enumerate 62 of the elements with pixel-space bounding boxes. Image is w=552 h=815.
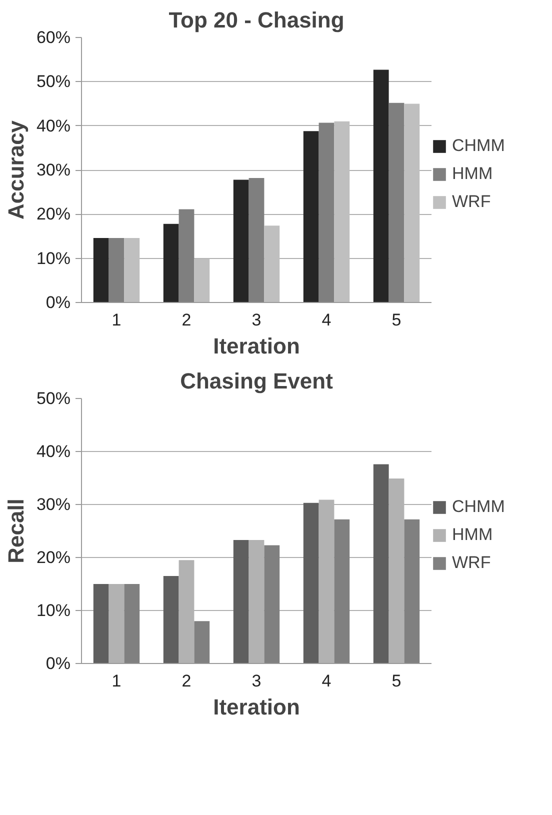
bar bbox=[194, 258, 210, 302]
bar bbox=[178, 209, 194, 302]
y-tick-label: 30% bbox=[36, 160, 71, 180]
bar bbox=[334, 121, 350, 302]
x-tick-label: 1 bbox=[112, 672, 122, 690]
bar bbox=[248, 540, 264, 664]
bar bbox=[318, 122, 334, 302]
bar bbox=[334, 519, 350, 664]
x-tick-label: 5 bbox=[392, 672, 402, 690]
bar bbox=[108, 238, 124, 302]
bar bbox=[233, 540, 249, 664]
bar bbox=[303, 502, 319, 664]
bar bbox=[93, 238, 109, 302]
bar bbox=[264, 545, 280, 664]
x-tick-label: 3 bbox=[252, 672, 262, 690]
chart-title: Top 20 - Chasing bbox=[168, 8, 344, 32]
x-tick-label: 4 bbox=[322, 672, 332, 690]
x-tick-label: 2 bbox=[182, 310, 192, 330]
legend-label: WRF bbox=[452, 192, 491, 212]
y-tick-label: 10% bbox=[36, 248, 71, 268]
bar bbox=[124, 238, 140, 302]
y-tick-label: 0% bbox=[46, 293, 71, 312]
y-tick-label: 20% bbox=[36, 548, 71, 567]
y-tick-label: 40% bbox=[36, 116, 71, 136]
bar bbox=[303, 131, 319, 302]
bar bbox=[404, 519, 420, 664]
x-tick-label: 5 bbox=[392, 310, 402, 330]
bar bbox=[163, 576, 179, 664]
y-tick-label: 50% bbox=[36, 72, 71, 92]
y-tick-label: 0% bbox=[46, 654, 71, 673]
x-axis-title: Iteration bbox=[213, 334, 300, 358]
bar bbox=[194, 621, 210, 664]
legend-label: HMM bbox=[452, 164, 493, 184]
chart-title: Chasing Event bbox=[180, 368, 334, 394]
bar bbox=[248, 178, 264, 302]
bar bbox=[108, 584, 124, 664]
y-tick-label: 20% bbox=[36, 204, 71, 224]
bar bbox=[233, 180, 249, 302]
bar bbox=[373, 464, 389, 664]
bar bbox=[373, 70, 389, 302]
x-axis-title: Iteration bbox=[213, 694, 300, 720]
y-axis-title: Accuracy bbox=[3, 120, 28, 220]
legend-label: HMM bbox=[452, 525, 493, 545]
x-tick-label: 2 bbox=[182, 672, 192, 690]
y-axis-title: Recall bbox=[3, 498, 28, 564]
bar bbox=[93, 584, 109, 664]
legend-label: CHMM bbox=[452, 136, 505, 156]
bar bbox=[388, 102, 404, 302]
bar bbox=[404, 104, 420, 302]
bar bbox=[163, 224, 179, 302]
y-tick-label: 60% bbox=[36, 28, 71, 47]
y-tick-label: 30% bbox=[36, 495, 71, 514]
y-tick-label: 10% bbox=[36, 601, 71, 620]
bar bbox=[124, 584, 140, 664]
legend-label: CHMM bbox=[452, 497, 505, 517]
y-tick-label: 40% bbox=[36, 442, 71, 461]
x-tick-label: 1 bbox=[112, 310, 122, 330]
x-tick-label: 4 bbox=[322, 310, 332, 330]
y-tick-label: 50% bbox=[36, 389, 71, 408]
bar bbox=[264, 226, 280, 302]
legend-label: WRF bbox=[452, 553, 491, 573]
x-tick-label: 3 bbox=[252, 310, 262, 330]
